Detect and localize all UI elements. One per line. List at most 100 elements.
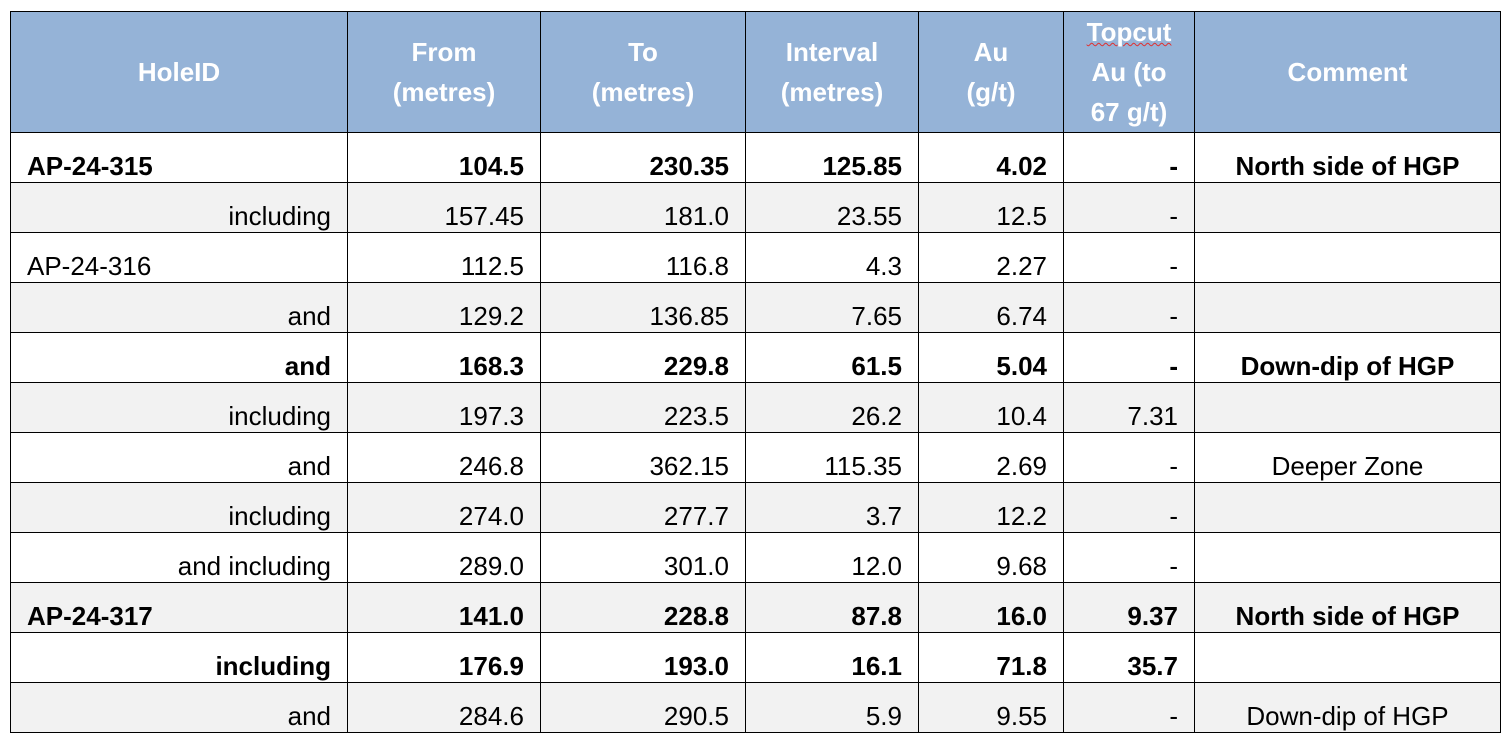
- value-cell: 193.0: [540, 632, 746, 683]
- table-row: AP-24-317 141.0 228.8 87.8 16.0 9.37 North sid…: [10, 582, 1501, 633]
- table-row: including 274.0 277.7 3.7 12.2-: [10, 482, 1501, 533]
- comment-cell: [1194, 382, 1501, 433]
- header-text: Interval: [785, 37, 879, 67]
- header-row: HoleID From (metres) To (metres) Interval (met…: [10, 11, 1501, 133]
- table-row: and 168.3 229.8 61.5 5.04- Down-dip of HGP: [10, 332, 1501, 383]
- header-text: From: [411, 37, 477, 67]
- table-row: including 176.9 193.0 16.1 71.8 35.7: [10, 632, 1501, 683]
- header-text: Au (to: [1091, 57, 1167, 87]
- value-cell: -: [1063, 232, 1195, 283]
- header-text: (metres): [780, 77, 884, 107]
- value-cell: 7.31: [1063, 382, 1195, 433]
- comment-cell: [1194, 282, 1501, 333]
- value-cell: 16.1: [745, 632, 919, 683]
- header-text: (metres): [591, 77, 695, 107]
- value-cell: 289.0: [347, 532, 541, 583]
- value-cell: 6.74: [918, 282, 1064, 333]
- value-cell: 26.2: [745, 382, 919, 433]
- table-row: and 129.2 136.85 7.65 6.74-: [10, 282, 1501, 333]
- comment-cell: [1194, 182, 1501, 233]
- value-cell: 87.8: [745, 582, 919, 633]
- value-cell: 129.2: [347, 282, 541, 333]
- header-text: Comment: [1287, 57, 1408, 87]
- hole-id-cell: including: [10, 382, 348, 433]
- value-cell: 7.65: [745, 282, 919, 333]
- comment-cell: [1194, 632, 1501, 683]
- value-cell: 61.5: [745, 332, 919, 383]
- value-cell: -: [1063, 432, 1195, 483]
- header-text: Au: [973, 37, 1009, 67]
- value-cell: 104.5: [347, 132, 541, 183]
- table-row: and 284.6 290.5 5.9 9.55- Down-dip of HGP: [10, 682, 1501, 733]
- hole-id-cell: and including: [10, 532, 348, 583]
- value-cell: 125.85: [745, 132, 919, 183]
- value-cell: 5.9: [745, 682, 919, 733]
- table-row: and including 289.0 301.0 12.0 9.68-: [10, 532, 1501, 583]
- value-cell: 4.3: [745, 232, 919, 283]
- value-cell: -: [1063, 532, 1195, 583]
- hole-id-cell: AP-24-317: [10, 582, 348, 633]
- value-cell: 9.37: [1063, 582, 1195, 633]
- value-cell: 228.8: [540, 582, 746, 633]
- value-cell: 141.0: [347, 582, 541, 633]
- hole-id-cell: AP-24-316: [10, 232, 348, 283]
- value-cell: 9.55: [918, 682, 1064, 733]
- value-cell: 157.45: [347, 182, 541, 233]
- table-row: including 197.3 223.5 26.2 10.4 7.31: [10, 382, 1501, 433]
- value-cell: -: [1063, 282, 1195, 333]
- value-cell: 136.85: [540, 282, 746, 333]
- header-cell: Interval (metres): [745, 11, 919, 133]
- value-cell: 112.5: [347, 232, 541, 283]
- value-cell: 301.0: [540, 532, 746, 583]
- header-text: (metres): [392, 77, 496, 107]
- value-cell: 223.5: [540, 382, 746, 433]
- header-text: (g/t): [966, 77, 1016, 107]
- value-cell: 116.8: [540, 232, 746, 283]
- comment-cell: Deeper Zone: [1194, 432, 1501, 483]
- value-cell: 3.7: [745, 482, 919, 533]
- hole-id-cell: including: [10, 182, 348, 233]
- header-text: To: [628, 37, 658, 67]
- table-header: HoleID From (metres) To (metres) Interval (met…: [10, 11, 1501, 133]
- value-cell: 168.3: [347, 332, 541, 383]
- comment-cell: [1194, 232, 1501, 283]
- hole-id-cell: including: [10, 482, 348, 533]
- header-cell: HoleID: [10, 11, 348, 133]
- value-cell: 16.0: [918, 582, 1064, 633]
- header-cell: Comment: [1194, 11, 1501, 133]
- value-cell: 277.7: [540, 482, 746, 533]
- table-row: including 157.45 181.0 23.55 12.5-: [10, 182, 1501, 233]
- value-cell: 230.35: [540, 132, 746, 183]
- value-cell: 115.35: [745, 432, 919, 483]
- hole-id-cell: AP-24-315: [10, 132, 348, 183]
- table-row: AP-24-315 104.5 230.35 125.85 4.02- North sid…: [10, 132, 1501, 183]
- comment-cell: [1194, 532, 1501, 583]
- comment-cell: Down-dip of HGP: [1194, 332, 1501, 383]
- value-cell: 12.2: [918, 482, 1064, 533]
- value-cell: 9.68: [918, 532, 1064, 583]
- value-cell: 2.27: [918, 232, 1064, 283]
- value-cell: 12.5: [918, 182, 1064, 233]
- value-cell: -: [1063, 682, 1195, 733]
- value-cell: -: [1063, 182, 1195, 233]
- hole-id-cell: and: [10, 682, 348, 733]
- value-cell: 176.9: [347, 632, 541, 683]
- header-cell: Au (g/t): [918, 11, 1064, 133]
- header-text: 67 g/t): [1090, 97, 1168, 127]
- value-cell: 10.4: [918, 382, 1064, 433]
- comment-cell: North side of HGP: [1194, 582, 1501, 633]
- value-cell: 229.8: [540, 332, 746, 383]
- table-row: AP-24-316 112.5 116.8 4.3 2.27-: [10, 232, 1501, 283]
- header-text: HoleID: [137, 57, 221, 87]
- header-cell: Topcut Au (to 67 g/t): [1063, 11, 1195, 133]
- value-cell: 362.15: [540, 432, 746, 483]
- value-cell: 5.04: [918, 332, 1064, 383]
- value-cell: 2.69: [918, 432, 1064, 483]
- value-cell: 290.5: [540, 682, 746, 733]
- value-cell: 197.3: [347, 382, 541, 433]
- value-cell: 274.0: [347, 482, 541, 533]
- value-cell: 23.55: [745, 182, 919, 233]
- value-cell: 4.02: [918, 132, 1064, 183]
- value-cell: -: [1063, 132, 1195, 183]
